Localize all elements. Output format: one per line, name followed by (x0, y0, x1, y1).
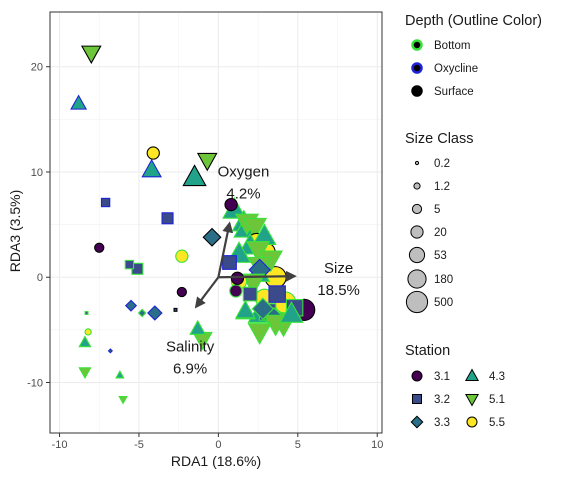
legend-depth-title: Depth (Outline Color) (405, 13, 542, 29)
y-tick-label: 0 (37, 272, 43, 284)
legend-station-title: Station (405, 343, 450, 359)
panel-background (50, 12, 382, 433)
data-point (85, 312, 88, 315)
vector-value-salinity: 6.9% (173, 361, 207, 378)
x-tick-label: -10 (52, 439, 68, 451)
legend-station-label: 3.1 (434, 371, 450, 383)
x-tick-label: 10 (371, 439, 383, 451)
data-point (243, 287, 257, 301)
data-point (223, 256, 237, 270)
legend-station-label: 5.1 (489, 394, 505, 406)
data-point (85, 329, 91, 335)
vector-value-size: 18.5% (317, 282, 360, 299)
legend-size-label: 20 (434, 227, 447, 239)
legend-size-label: 500 (434, 297, 453, 309)
legend-size-title: Size Class (405, 131, 474, 147)
legend-station-key (466, 370, 478, 381)
legend-station-label: 3.3 (434, 417, 450, 429)
legend-size-label: 0.2 (434, 158, 450, 170)
y-tick-label: 10 (31, 167, 43, 179)
data-point (269, 286, 285, 302)
x-tick-label: 0 (215, 439, 221, 451)
vector-label-size: Size (324, 260, 353, 277)
legend-size-key (411, 226, 423, 238)
legend-size-label: 53 (434, 250, 447, 262)
data-point (177, 287, 186, 296)
legend-station-label: 4.3 (489, 371, 505, 383)
data-point (174, 308, 177, 311)
legend-station-label: 5.5 (489, 417, 505, 429)
y-tick-label: 20 (31, 62, 43, 74)
legend-depth-label: Surface (434, 86, 474, 98)
data-point (125, 260, 133, 268)
x-axis-title: RDA1 (18.6%) (171, 453, 261, 469)
legend-size-key (412, 204, 421, 213)
legend-station-label: 3.2 (434, 394, 450, 406)
vector-value-oxygen: 4.2% (226, 186, 260, 203)
legend-station-key (413, 395, 422, 404)
legend-depth-label: Bottom (434, 40, 470, 52)
vector-arrow-size (218, 276, 294, 277)
legend-size-label: 1.2 (434, 181, 450, 193)
legend-station-key (466, 394, 478, 405)
legend-size-key (409, 247, 424, 262)
x-tick-label: -5 (134, 439, 144, 451)
grid (50, 12, 382, 433)
legend-size-key (408, 270, 426, 288)
legend-depth-key (413, 41, 422, 50)
legend: Depth (Outline Color) Bottom Oxycline Surfa… (405, 13, 542, 429)
legend-size-label: 180 (434, 274, 453, 286)
legend-station-key (411, 416, 423, 428)
data-point (176, 250, 188, 262)
legend-station-key (467, 417, 477, 427)
legend-depth-key (413, 64, 422, 73)
y-tick-label: -10 (27, 377, 43, 389)
data-point (162, 213, 173, 224)
vector-label-oxygen: Oxygen (218, 164, 270, 181)
data-point (109, 349, 113, 353)
legend-size-key (414, 183, 420, 189)
data-point (147, 147, 159, 159)
data-point (95, 243, 104, 252)
legend-size-label: 5 (434, 204, 440, 216)
data-point (230, 285, 242, 297)
y-axis-title: RDA3 (3.5%) (7, 190, 23, 272)
data-point (231, 272, 243, 284)
vector-label-salinity: Salinity (166, 339, 215, 356)
legend-size-key (415, 161, 418, 164)
legend-station-key (412, 371, 422, 381)
data-point (101, 198, 109, 206)
legend-depth-label: Oxycline (434, 63, 478, 75)
legend-depth-key (413, 87, 422, 96)
x-tick-label: 5 (295, 439, 301, 451)
legend-size-key (406, 291, 427, 312)
